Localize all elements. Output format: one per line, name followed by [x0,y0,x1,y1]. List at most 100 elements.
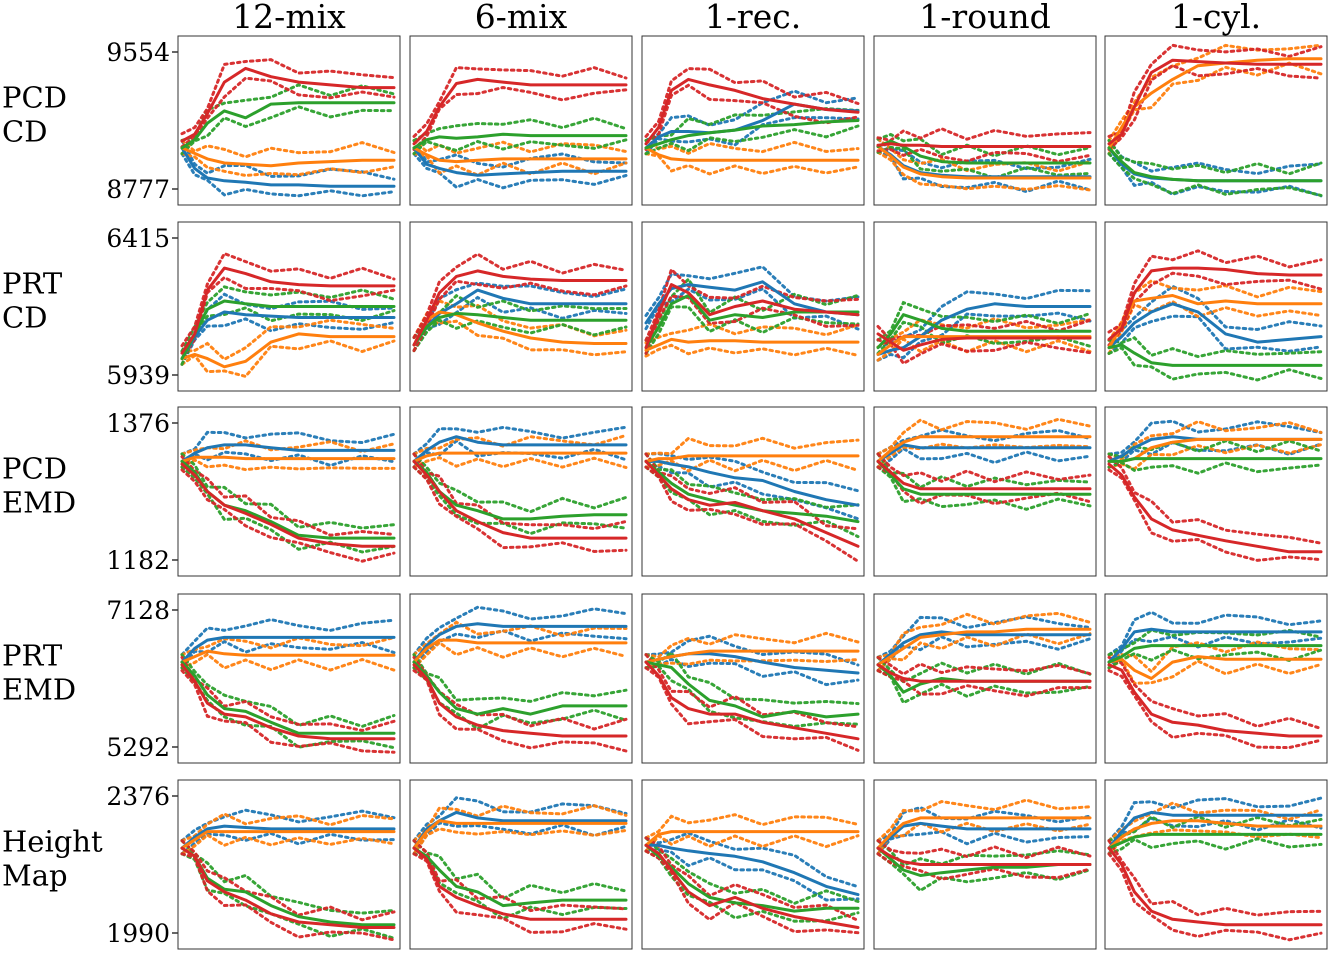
series-red-mean-line [412,269,628,347]
series-red-sample-line [412,252,628,339]
chart-panel [873,406,1097,577]
series-blue-sample-line [1107,314,1323,355]
series-red-sample-line [644,67,860,138]
series-red-sample-line [180,468,396,563]
series-orange-sample-line [180,833,396,856]
series-green-mean-line [1107,457,1323,463]
y-tick-label: 1376 [106,409,170,438]
series-red-sample-line [412,66,628,138]
series-green-sample-line [1107,336,1323,359]
chart-panel [177,406,401,577]
series-red-mean-line [412,459,628,540]
chart-panel [177,779,401,950]
series-green-sample-line [644,305,860,355]
series-green-mean-line [412,846,628,908]
series-red-sample-line [412,852,628,934]
panel-frame [177,406,401,577]
row-label-line: CD [2,301,47,335]
series-orange-sample-line [644,833,860,853]
y-tick-label: 7128 [106,596,170,625]
column-title: 1-cyl. [1171,0,1261,36]
column-title: 6-mix [475,0,568,36]
chart-panel [1104,221,1328,392]
row-label-line: EMD [2,673,76,707]
series-blue-mean-line [180,146,396,188]
series-red-mean-line [644,283,860,350]
series-blue-mean-line [876,443,1092,463]
series-green-mean-line [1107,832,1323,850]
series-red-sample-line [644,849,860,935]
series-green-mean-line [876,313,1092,350]
panel-frame [409,221,633,392]
series-orange-sample-line [876,798,1092,843]
series-blue-mean-line [180,310,396,361]
series-green-sample-line [412,465,628,536]
series-orange-mean-line [644,649,860,664]
series-orange-sample-line [180,152,396,178]
series-orange-sample-line [876,137,1092,173]
series-orange-mean-line [876,627,1092,667]
series-orange-sample-line [1107,658,1323,685]
panel-frame [641,221,865,392]
series-orange-mean-line [644,337,860,352]
series-red-sample-line [644,465,860,563]
y-tick-label: 1182 [106,546,170,575]
series-orange-sample-line [1107,299,1323,355]
series-red-sample-line [876,127,1092,142]
series-red-mean-line [1107,266,1323,341]
series-red-sample-line [644,666,860,752]
chart-panel [641,221,865,392]
series-blue-sample-line [180,808,396,843]
column-title: 12-mix [232,0,346,36]
series-green-sample-line [180,465,396,554]
series-red-sample-line [1107,63,1323,151]
series-red-mean-line [876,663,1092,683]
row-label-line: CD [2,115,47,149]
panel-frame [873,221,1097,392]
series-orange-mean-line [180,332,396,369]
series-red-sample-line [180,852,396,942]
series-green-sample-line [412,138,628,156]
series-orange-sample-line [876,611,1092,659]
series-orange-sample-line [876,150,1092,192]
series-red-sample-line [180,58,396,136]
series-orange-mean-line [876,435,1092,463]
series-green-sample-line [180,653,396,728]
series-blue-sample-line [180,292,396,353]
series-green-sample-line [412,318,628,353]
series-red-sample-line [1107,468,1323,562]
panel-frame [409,406,633,577]
series-green-mean-line [1107,146,1323,183]
series-green-sample-line [1107,139,1323,176]
series-red-sample-line [644,83,860,151]
series-orange-mean-line [412,310,628,347]
y-tick-label: 6415 [106,224,170,253]
series-red-mean-line [1107,58,1323,146]
panel-frame [641,35,865,206]
series-red-sample-line [876,839,1092,860]
column-title: 1-round [919,0,1050,36]
series-orange-mean-line [644,146,860,162]
series-red-sample-line [1107,655,1323,730]
series-red-sample-line [412,279,628,353]
series-green-mean-line [412,311,628,347]
series-blue-sample-line [412,281,628,339]
panel-frame [641,593,865,764]
chart-panel [1104,593,1328,764]
series-red-sample-line [644,294,860,355]
series-orange-mean-line [644,830,860,847]
series-red-sample-line [876,655,1092,676]
chart-panel [177,221,401,392]
series-red-sample-line [1107,43,1323,138]
series-red-mean-line [876,332,1092,352]
chart-panel [409,779,633,950]
series-red-sample-line [876,452,1092,484]
chart-panel [177,35,401,206]
series-green-mean-line [412,132,628,150]
series-red-sample-line [412,465,628,554]
series-green-sample-line [180,839,396,915]
chart-panel [1104,779,1328,950]
